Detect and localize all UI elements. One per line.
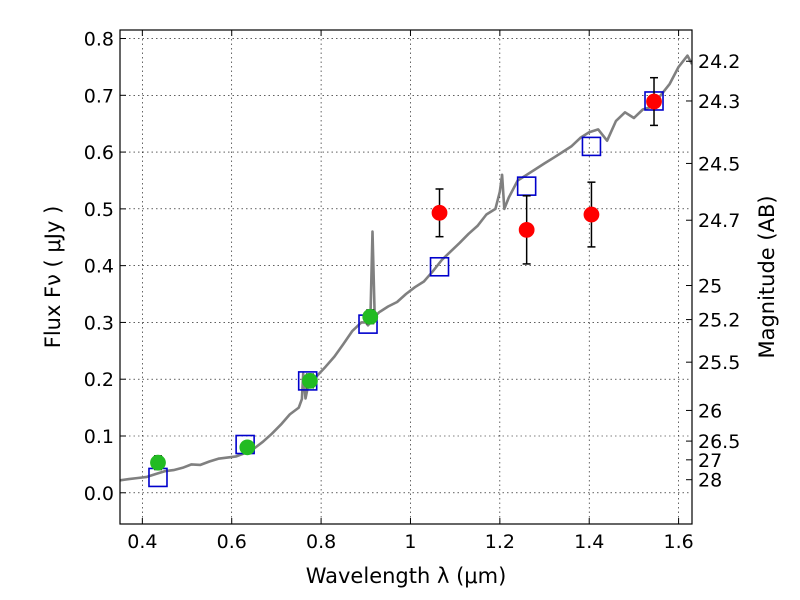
x-tick-label: 1 [404,531,416,553]
data-point [239,439,256,456]
grid [120,30,692,524]
y-tick-label: 0.4 [84,256,114,278]
x-tick-label: 1.2 [485,531,515,553]
right-tick-label: 26.5 [698,431,740,453]
y-tick-label: 0.6 [84,142,114,164]
right-tick-label: 25.2 [698,310,740,332]
x-tick-label: 0.6 [217,531,247,553]
photometry-square [429,256,450,277]
data-point [302,373,318,389]
right-tick-label: 25.5 [698,352,740,374]
right-tick-label: 24.5 [698,153,740,175]
right-tick-label: 27 [698,450,722,472]
y-axis-label-right: Magnitude (AB) [755,195,779,358]
data-point [518,221,535,238]
data-point [583,206,600,223]
plot-area [120,54,692,488]
right-tick-label: 25 [698,276,722,298]
data-point [362,308,379,325]
x-tick-label: 0.4 [127,531,157,553]
spectrum-line [120,54,692,482]
y-tick-label: 0.7 [84,85,114,107]
x-axis-label: Wavelength λ (μm) [306,564,507,588]
y-tick-label: 0.3 [84,312,114,334]
y-tick-label: 0.8 [84,29,114,51]
right-tick-label: 28 [698,470,722,492]
x-tick-label: 1.6 [663,531,693,553]
right-tick-label: 24.2 [698,51,740,73]
right-tick-label: 24.3 [698,91,740,113]
right-tick-label: 26 [698,400,722,422]
data-point [150,454,166,471]
y-tick-label: 0.2 [84,369,114,391]
axes-ticks: 0.4 0.6 0.8 1 1.2 1.4 1.6 0.0 0.1 0.2 0.3 0.4 0.5 0.6… [84,29,741,553]
y-tick-label: 0.1 [84,426,114,448]
x-tick-label: 1.4 [574,531,604,553]
photometry-square [581,136,602,157]
data-point [431,204,448,221]
data-point [646,93,662,110]
y-tick-label: 0.5 [84,199,114,221]
x-tick-label: 0.8 [306,531,336,553]
y-axis-label: Flux Fν ( μJy ) [41,206,65,349]
right-tick-label: 24.7 [698,210,740,232]
y-tick-label: 0.0 [84,483,114,505]
plot-frame [119,29,693,525]
